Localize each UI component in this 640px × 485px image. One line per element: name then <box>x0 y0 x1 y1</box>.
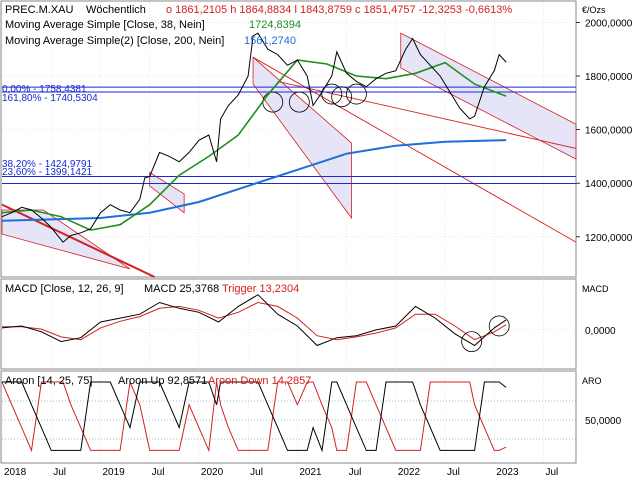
time-tick-label: 2022 <box>398 467 421 478</box>
support-circle <box>288 91 310 113</box>
time-tick-label: 2018 <box>4 467 27 478</box>
macd-cross-circle <box>461 331 483 353</box>
price-line <box>1 32 507 243</box>
bear-channel-2022 <box>400 32 577 160</box>
price-tick-label: 1800,0000 <box>585 72 633 83</box>
ma38-line <box>1 59 507 231</box>
aroon-tick-label: 50,0000 <box>585 416 622 427</box>
fib-label-low-b: 23,60% - 1399,1421 <box>2 167 93 178</box>
time-tick-label: Jul <box>152 467 165 478</box>
bear-channel-2019 <box>149 171 185 214</box>
aroon-axis-title: ARO <box>582 376 602 386</box>
time-tick-label: 2021 <box>299 467 322 478</box>
macd-panel-frame <box>0 278 577 370</box>
aroon-panel-label: Aroon [14, 25, 75] <box>5 375 92 387</box>
aroon-down-label: Aroon Down 14,2857 <box>208 375 311 387</box>
time-tick-label: 2020 <box>201 467 224 478</box>
fib-label-top-a: 0,00% - 1758,4381 <box>2 84 87 95</box>
time-tick-label: Jul <box>349 467 362 478</box>
fib-label-low-a: 38,20% - 1424,9791 <box>2 159 93 170</box>
support-circle <box>346 83 367 105</box>
time-tick-label: Jul <box>53 467 66 478</box>
time-tick-label: 2023 <box>496 467 519 478</box>
price-tick-label: 1200,0000 <box>585 233 633 244</box>
ma200-line <box>1 139 507 222</box>
macd-panel-label: MACD [Close, 12, 26, 9] <box>5 283 124 295</box>
support-circle <box>321 83 343 105</box>
period-label: Wöchentlich <box>86 4 146 16</box>
aroon-up-label: Aroon Up 92,8571 <box>118 375 207 387</box>
ma200-legend-label: Moving Average Simple(2) [Close, 200, Ne… <box>5 35 224 47</box>
macd-axis-title: MACD <box>582 284 609 294</box>
macd-line <box>1 294 507 347</box>
downtrend-line-bold <box>1 203 156 278</box>
macd-value-label: MACD 25,3768 <box>144 283 219 295</box>
price-panel-frame <box>0 0 577 278</box>
ohlc-readout: o 1861,2105 h 1864,8834 l 1843,8759 c 18… <box>166 4 512 16</box>
downtrend-line-mid <box>277 80 577 149</box>
time-tick-label: Jul <box>250 467 263 478</box>
time-tick-label: Jul <box>546 467 559 478</box>
price-tick-label: 1400,0000 <box>585 179 633 190</box>
price-axis-unit: €/Ozs <box>582 5 606 15</box>
macd-cross-circle <box>488 315 510 337</box>
instrument-label: PREC.M.XAU <box>5 4 74 16</box>
bear-channel-2021 <box>252 56 352 220</box>
support-circle <box>331 86 353 108</box>
ma38-legend-value: 1724,8394 <box>249 19 301 31</box>
price-tick-label: 1600,0000 <box>585 126 633 137</box>
ma38-legend-label: Moving Average Simple [Close, 38, Nein] <box>5 19 205 31</box>
aroon-up-line <box>2 381 507 453</box>
time-tick-label: 2019 <box>102 467 125 478</box>
price-tick-label: 2000,0000 <box>585 18 633 29</box>
series-lines <box>1 32 510 453</box>
trigger-value-label: Trigger 13,2304 <box>222 283 299 295</box>
fib-label-top-b: 161,80% - 1740,5304 <box>2 93 98 104</box>
ma200-legend-value: 1561,2740 <box>244 35 296 47</box>
macd-tick-label: 0,0000 <box>585 326 616 337</box>
axis-ticks: 2018 Jul 2019 Jul 2020 Jul 2021 Jul 2022 Jul 2023 J… <box>4 18 633 478</box>
time-tick-label: Jul <box>447 467 460 478</box>
